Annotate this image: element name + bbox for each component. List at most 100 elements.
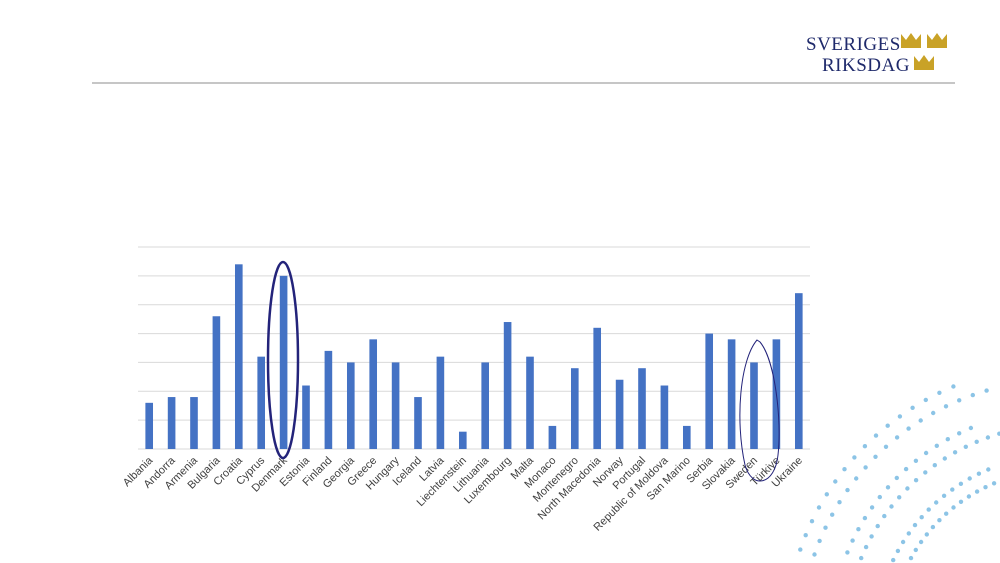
decor-dot	[923, 397, 928, 403]
decor-dot	[931, 410, 936, 416]
decor-dot	[932, 463, 937, 468]
decor-dot	[816, 505, 822, 510]
decor-dot	[957, 398, 962, 403]
decor-dot	[918, 418, 923, 423]
decor-dot	[951, 384, 956, 389]
decor-dot	[930, 524, 936, 530]
decor-dot	[974, 439, 979, 444]
bar	[727, 339, 736, 449]
decor-dot	[856, 527, 861, 532]
decor-dot	[913, 478, 919, 483]
decor-dot	[913, 458, 919, 463]
decor-dot	[863, 544, 869, 550]
decor-dot	[869, 534, 874, 539]
decor-dot	[952, 450, 958, 455]
bar	[324, 350, 333, 449]
decor-dot	[833, 479, 838, 484]
decor-dot	[963, 444, 968, 449]
decor-dot	[957, 431, 962, 436]
decor-dot	[823, 525, 828, 530]
decor-dot	[991, 481, 997, 486]
bar	[660, 385, 669, 449]
decor-dot	[854, 476, 859, 481]
decor-dot	[895, 548, 901, 554]
annotation-loop	[739, 339, 780, 482]
bar	[458, 431, 467, 449]
decor-dot	[803, 533, 808, 538]
decoration	[798, 384, 1000, 563]
chart: AlbaniaAndorraArmeniaBulgariaCroatiaCypr…	[121, 246, 810, 534]
decor-dot	[983, 485, 988, 490]
decor-dot	[937, 390, 942, 395]
decor-dot	[845, 550, 850, 555]
decor-dot	[873, 433, 879, 438]
decor-dot	[852, 455, 857, 460]
decor-dot	[923, 470, 928, 475]
decor-dot	[903, 466, 909, 472]
decor-dot	[934, 443, 939, 448]
decor-dot	[897, 414, 903, 419]
bar	[682, 425, 691, 449]
decor-dot	[908, 555, 914, 561]
decor-dot	[885, 485, 891, 490]
decor-dot	[869, 505, 875, 510]
decor-dot	[912, 522, 918, 528]
decor-dot	[967, 476, 972, 481]
decor-dot	[824, 492, 829, 497]
decor-dot	[873, 454, 878, 459]
decor-dot	[897, 495, 902, 500]
decor-dot	[885, 423, 890, 428]
bar	[548, 425, 557, 449]
decor-dot	[923, 450, 929, 456]
bar	[593, 327, 602, 449]
decor-dot	[830, 512, 835, 517]
decor-dot	[985, 435, 991, 440]
decor-dot	[913, 547, 918, 553]
decor-dot	[924, 532, 929, 537]
decor-dot	[934, 500, 939, 505]
decor-dot	[918, 539, 924, 545]
decor-dot	[942, 456, 947, 461]
bar	[279, 275, 288, 449]
logo-crowns	[901, 33, 947, 70]
decor-dot	[951, 505, 956, 510]
decor-dot	[976, 471, 982, 476]
decor-dot	[945, 437, 950, 442]
decor-dot	[958, 481, 964, 486]
decor-dot	[984, 388, 989, 393]
bar	[414, 397, 422, 449]
decor-dot	[798, 547, 803, 552]
decor-dot	[850, 538, 855, 543]
decor-dot	[859, 555, 864, 561]
decor-dot	[809, 519, 815, 524]
decor-dot	[986, 467, 991, 472]
decor-dot	[894, 475, 899, 481]
decor-dot	[845, 487, 850, 493]
decor-dot	[862, 444, 868, 449]
bar	[302, 385, 310, 449]
bar	[145, 402, 154, 449]
bar	[705, 333, 714, 449]
decor-dot	[889, 504, 894, 509]
decor-dot	[882, 513, 887, 519]
decor-dot	[891, 557, 896, 563]
decor-dot	[842, 467, 847, 472]
bar	[436, 356, 445, 449]
decor-dot	[950, 487, 955, 492]
bar	[481, 362, 490, 449]
decor-dot	[812, 552, 817, 557]
bar	[369, 339, 378, 449]
annotation-circle	[266, 260, 300, 460]
decor-dot	[862, 515, 868, 521]
decor-dot	[906, 531, 911, 536]
decor-dot	[997, 431, 1000, 436]
decor-dot	[905, 486, 910, 491]
decor-dot	[906, 426, 911, 431]
bar	[794, 293, 803, 449]
decor-dot	[837, 500, 842, 505]
decor-dot	[883, 444, 889, 449]
decor-dot	[941, 493, 947, 498]
bar	[638, 368, 646, 449]
